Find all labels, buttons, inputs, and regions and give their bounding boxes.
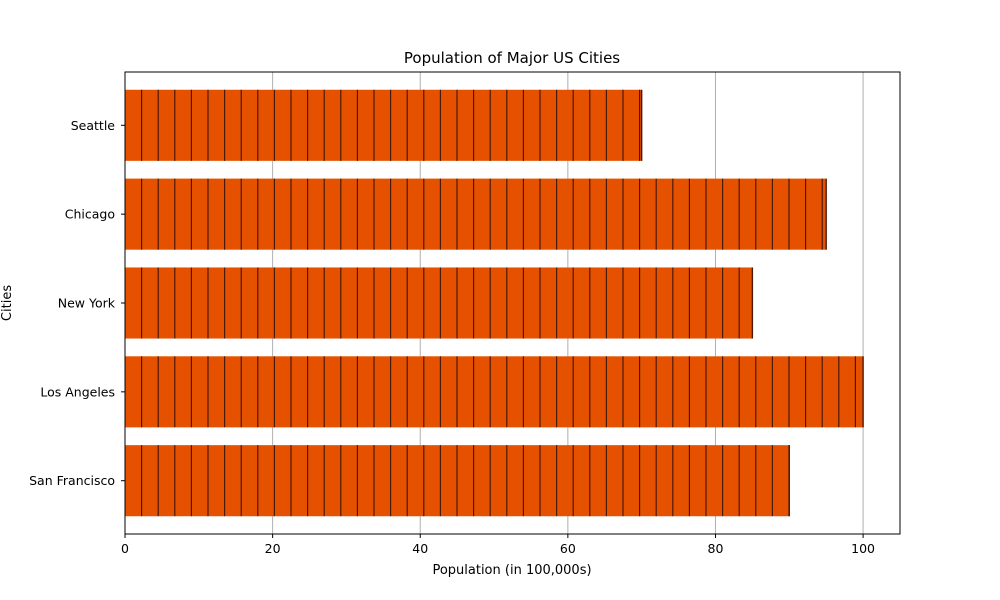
y-tick-label: New York [58,296,116,311]
x-tick-label: 20 [265,541,281,556]
y-tick-label: Los Angeles [40,384,115,399]
x-axis-label: Population (in 100,000s) [432,563,591,578]
y-axis-ticks: San Francisco Los Angeles New York Chicago S… [29,118,125,488]
x-tick-label: 100 [851,541,875,556]
y-tick-label: Seattle [71,118,116,133]
bar [125,89,643,161]
chart-title: Population of Major US Cities [404,49,620,67]
bar [125,356,864,428]
bar-fill [125,178,827,250]
bars-group [125,89,864,517]
y-tick-label: San Francisco [29,473,115,488]
bar-fill [125,267,753,339]
bar [125,445,790,517]
bar [125,178,827,250]
bar-fill [125,89,642,161]
x-axis-ticks: 0 20 40 60 80 100 [121,534,875,556]
x-tick-label: 0 [121,541,129,556]
x-tick-label: 60 [560,541,576,556]
y-tick-label: Chicago [65,207,115,222]
bar [125,267,754,339]
x-tick-label: 40 [412,541,428,556]
y-axis-label: Cities [0,285,15,321]
x-tick-label: 80 [708,541,724,556]
bar-fill [125,356,864,428]
